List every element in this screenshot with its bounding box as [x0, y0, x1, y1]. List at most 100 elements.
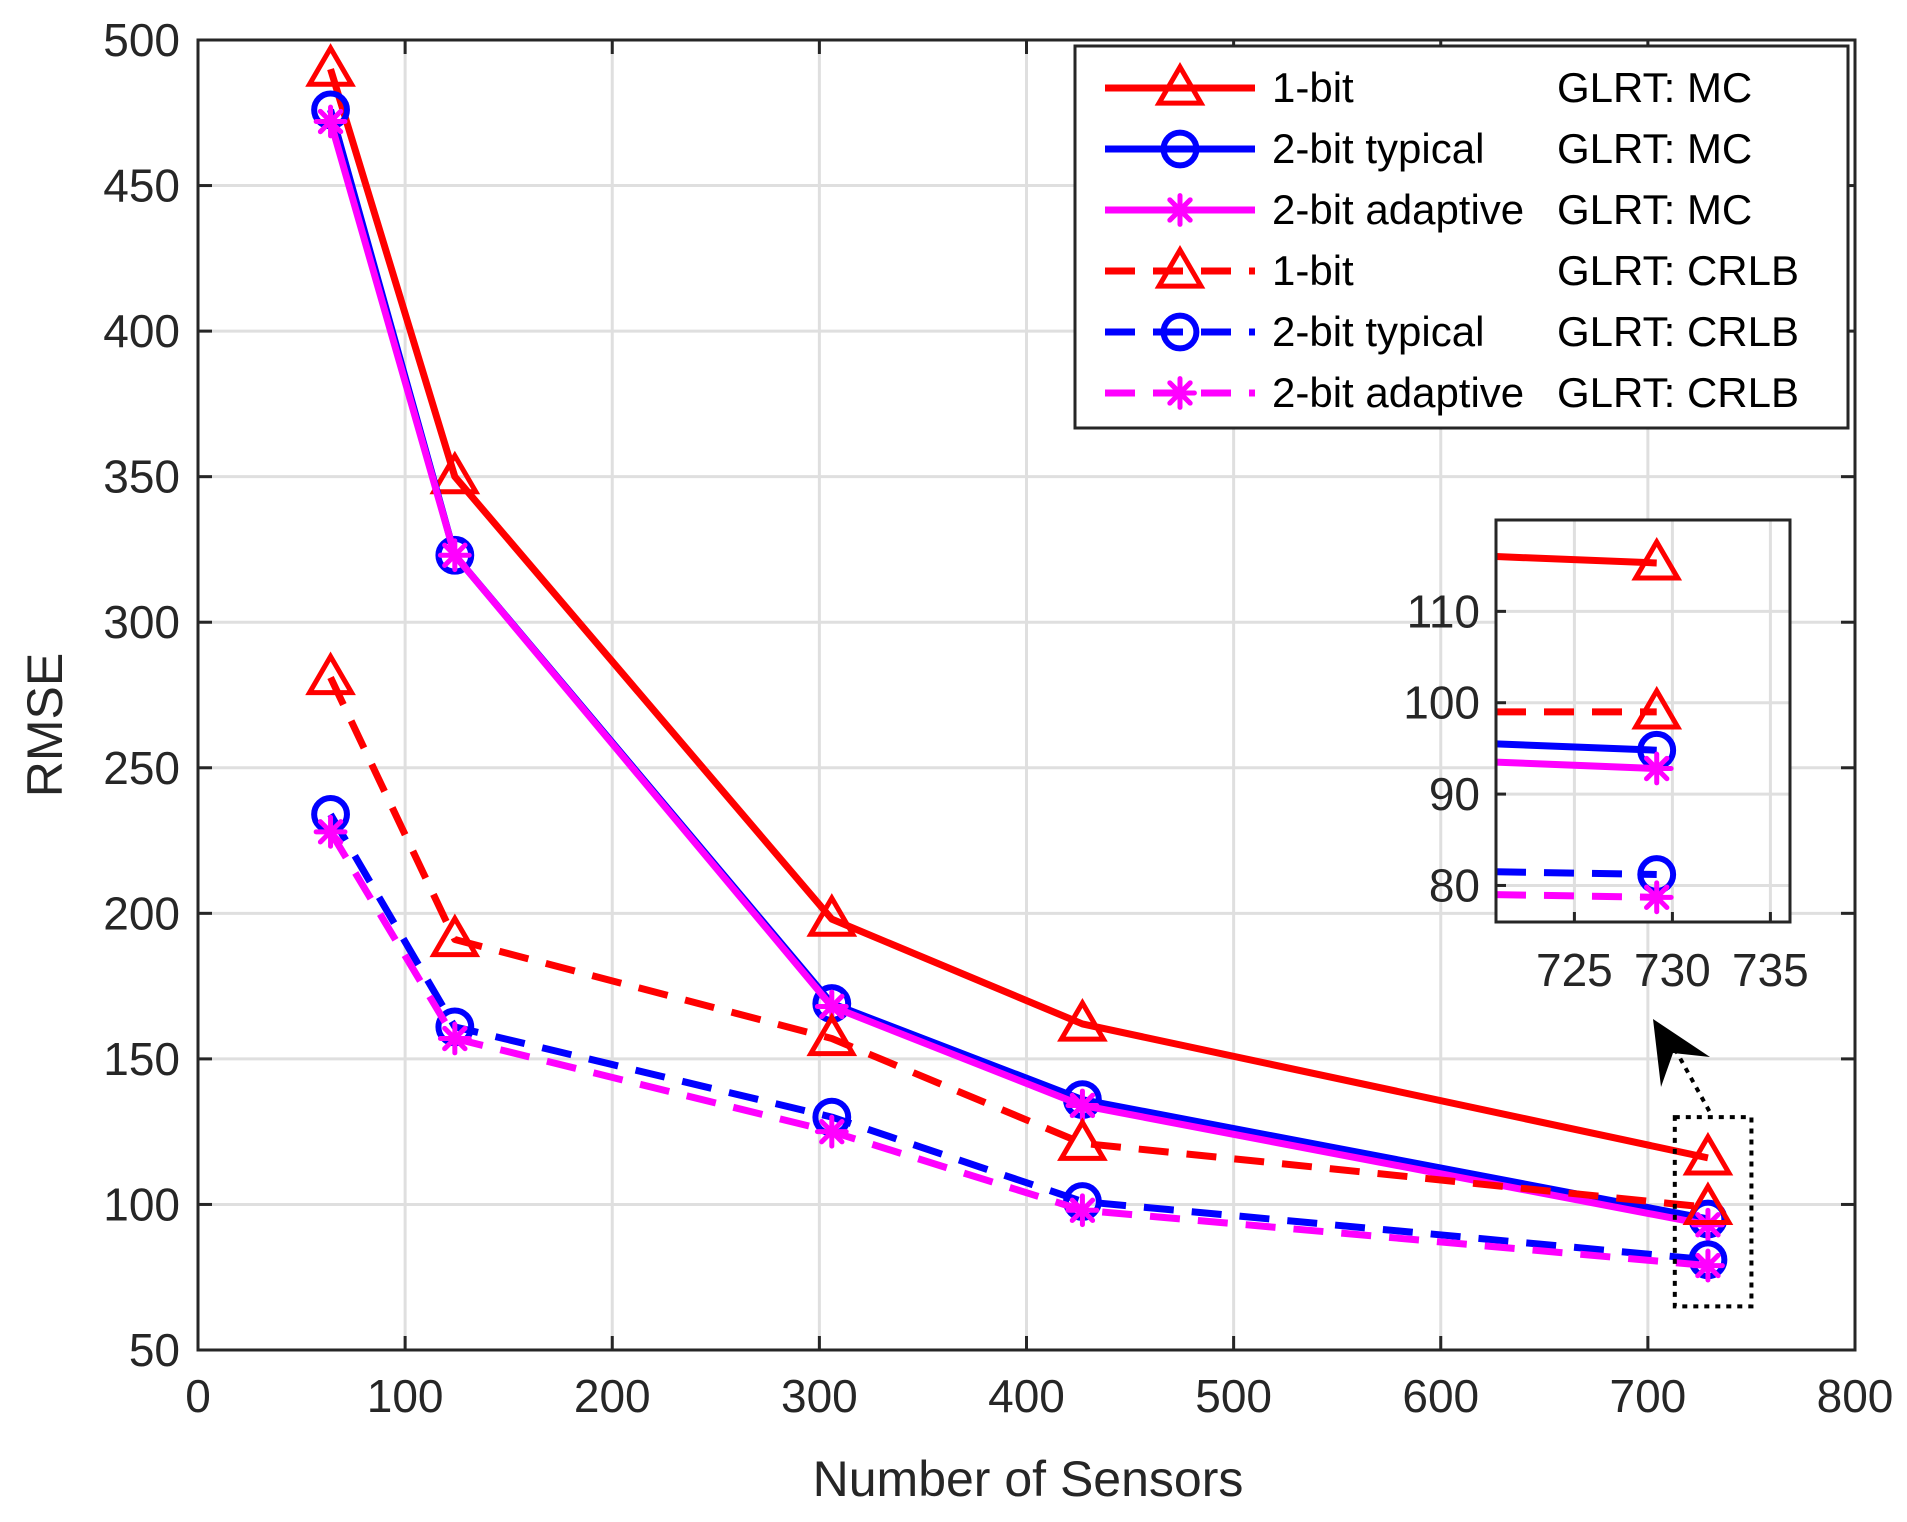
series-line — [327, 68, 1709, 1162]
x-tick-label: 700 — [1610, 1370, 1687, 1422]
legend-item-4: 1-bit GLRT: CRLB — [1105, 245, 1799, 294]
inset-y-tick-label: 100 — [1403, 677, 1480, 729]
main-plot-area — [305, 43, 1734, 1283]
x-axis-label: Number of Sensors — [813, 1451, 1244, 1507]
inset-y-tick-label: 90 — [1429, 768, 1480, 820]
inset-series-line — [1495, 740, 1657, 754]
legend-label-method: GLRT: CRLB — [1557, 247, 1799, 294]
data-point-stroke — [1069, 1092, 1096, 1119]
data-point — [437, 538, 472, 573]
legend-box — [1073, 44, 1850, 430]
x-tick-label: 800 — [1817, 1370, 1894, 1422]
data-point — [806, 893, 858, 937]
data-point-stroke — [1069, 1197, 1096, 1223]
inset-series-line — [1495, 891, 1657, 901]
x-tick-label: 600 — [1402, 1370, 1479, 1422]
y-tick-label: 150 — [103, 1033, 180, 1085]
data-point — [437, 1021, 472, 1056]
legend-marker-stroke — [1167, 380, 1193, 406]
inset-data-point — [1631, 536, 1683, 581]
y-tick-label: 250 — [103, 742, 180, 794]
data-point-stroke — [317, 819, 344, 845]
legend-item-2: 2-bit typical GLRT: MC — [1105, 125, 1752, 172]
x-tick-label: 400 — [988, 1370, 1065, 1422]
data-point — [429, 913, 481, 958]
legend-item-1: 1-bit GLRT: MC — [1105, 62, 1752, 111]
inset-y-tick-label: 110 — [1407, 585, 1480, 637]
legend-marker — [1160, 312, 1200, 352]
inset-series-line — [1495, 758, 1657, 773]
legend-item-3: 2-bit adaptive GLRT: MC — [1105, 186, 1752, 233]
y-tick-label: 100 — [103, 1178, 180, 1230]
x-tick-label: 0 — [185, 1370, 211, 1422]
series-line — [327, 676, 1709, 1211]
legend-marker — [1154, 245, 1206, 289]
legend-label-method: GLRT: MC — [1557, 186, 1752, 233]
inset-x-tick-label: 735 — [1732, 944, 1809, 996]
data-point — [305, 651, 356, 696]
y-axis-label: RMSE — [17, 653, 73, 797]
legend-label-method: GLRT: CRLB — [1557, 308, 1799, 355]
inset-plot: 725 730 735 80 90 100 110 — [1403, 518, 1809, 996]
inset-frame — [1494, 518, 1792, 924]
legend-label: 1-bit — [1272, 247, 1354, 294]
data-point — [313, 104, 348, 139]
data-point — [1057, 1117, 1108, 1161]
legend: 1-bit GLRT: MC2-bit typical GLRT: MC2-bit … — [1073, 44, 1850, 430]
zoom-arrow-line — [1673, 1048, 1712, 1113]
legend-item-6: 2-bit adaptive GLRT: CRLB — [1105, 369, 1799, 416]
inset-series-line — [1495, 868, 1657, 878]
y-tick-label: 350 — [103, 451, 180, 503]
data-point — [313, 814, 348, 849]
zoom-arrow-head — [1653, 1019, 1710, 1087]
data-point — [1682, 1131, 1734, 1176]
y-tick-label: 300 — [103, 596, 180, 648]
data-point-stroke — [1695, 1252, 1721, 1279]
legend-label-method: GLRT: CRLB — [1557, 369, 1799, 416]
data-point-stroke — [819, 993, 845, 1020]
x-tick-label: 500 — [1195, 1370, 1272, 1422]
inset-x-tick-label: 730 — [1634, 944, 1711, 996]
data-point-stroke — [442, 1025, 468, 1052]
series-6 — [313, 814, 1725, 1283]
legend-label-method: GLRT: MC — [1557, 64, 1752, 111]
data-point — [305, 43, 356, 87]
x-tick-label: 200 — [574, 1370, 651, 1422]
legend-label: 2-bit adaptive — [1272, 186, 1524, 233]
series-4 — [305, 651, 1734, 1225]
legend-marker-stroke — [1167, 197, 1193, 223]
inset-data-point — [1639, 880, 1674, 915]
y-tick-label: 400 — [103, 305, 180, 357]
plot-frame — [196, 38, 1857, 1352]
legend-label-method: GLRT: MC — [1557, 125, 1752, 172]
inset-x-tick-label: 725 — [1536, 944, 1613, 996]
inset-y-tick-label: 80 — [1429, 859, 1480, 911]
series-3 — [313, 104, 1725, 1242]
series-1 — [305, 43, 1734, 1176]
inset-background — [1496, 520, 1790, 922]
legend-label: 2-bit adaptive — [1272, 369, 1524, 416]
main-axes: 0 100 200 300 400 500 600 700 800 50 100 150 200 250 3… — [103, 14, 1893, 1422]
inset-data-point-stroke — [1644, 755, 1670, 782]
legend-item-5: 2-bit typical GLRT: CRLB — [1105, 308, 1799, 355]
data-point — [1065, 1088, 1100, 1123]
x-tick-label: 100 — [367, 1370, 444, 1422]
y-tick-label: 50 — [129, 1324, 180, 1376]
inset-data-point — [1631, 685, 1683, 730]
legend-label: 2-bit typical — [1272, 308, 1484, 355]
data-point — [806, 1012, 858, 1057]
legend-marker — [1154, 62, 1206, 106]
data-point-stroke — [442, 542, 468, 568]
y-tick-label: 200 — [103, 887, 180, 939]
inset-data-point — [1639, 751, 1674, 786]
data-point — [1691, 1248, 1725, 1283]
legend-marker — [1163, 376, 1197, 410]
data-point — [1065, 1193, 1100, 1228]
legend-marker — [1160, 129, 1200, 169]
data-point — [1057, 997, 1108, 1042]
inset-series-line — [1495, 553, 1657, 567]
inset-data-point-stroke — [1644, 884, 1670, 911]
zoom-region-box — [1653, 1019, 1754, 1309]
x-tick-label: 300 — [781, 1370, 858, 1422]
